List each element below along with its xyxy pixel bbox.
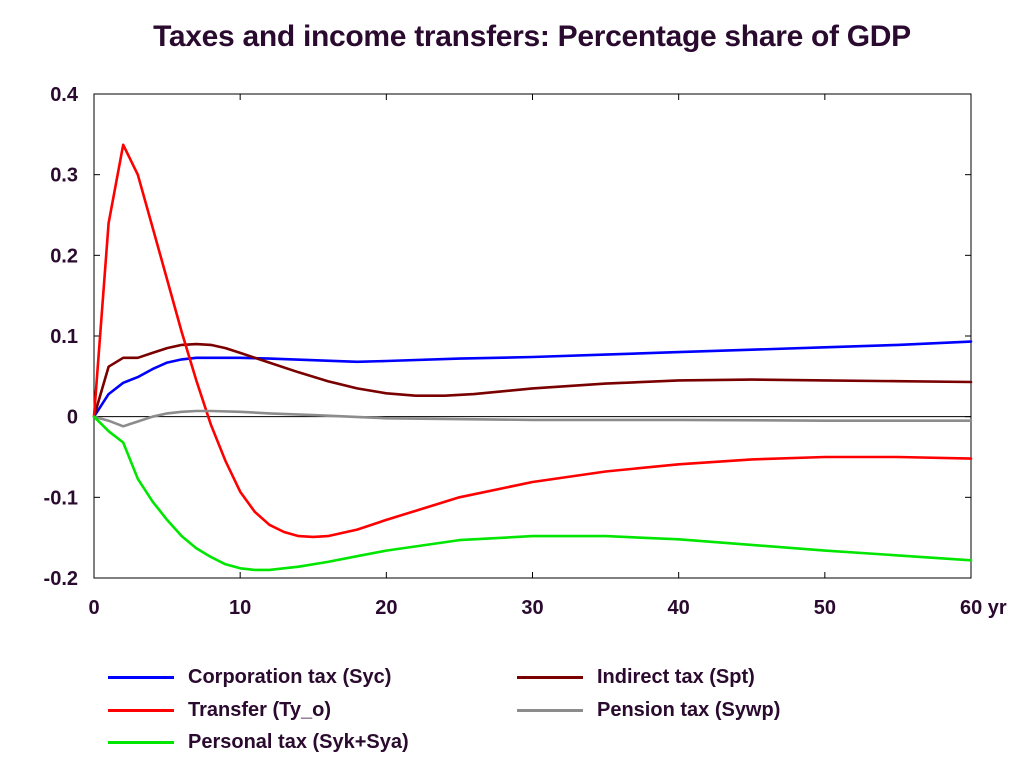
x-tick-label: 50 [814,597,836,619]
y-tick-label: 0.3 [50,165,78,187]
y-tick-label: 0.4 [50,84,79,106]
y-tick-label: 0.1 [50,326,78,348]
x-tick-label: 20 [375,597,397,619]
series-line-1 [92,340,973,419]
x-tick-label: 60 yr [960,597,1007,619]
x-tick-label: 0 [88,597,99,619]
y-tick-label: 0 [67,407,78,429]
series-line-5 [92,415,973,572]
chart-title: Taxes and income transfers: Percentage s… [153,20,911,53]
x-tick-label: 40 [668,597,690,619]
series-line-3 [92,143,973,539]
plot-frame [93,93,972,579]
x-tick-label: 10 [229,597,251,619]
series-line-2 [92,342,973,419]
y-tick-label: -0.1 [44,487,78,509]
y-tick-label: 0.2 [50,245,78,267]
x-tick-label: 30 [521,597,543,619]
y-tick-label: -0.2 [44,568,78,590]
series-line-4 [92,409,973,428]
